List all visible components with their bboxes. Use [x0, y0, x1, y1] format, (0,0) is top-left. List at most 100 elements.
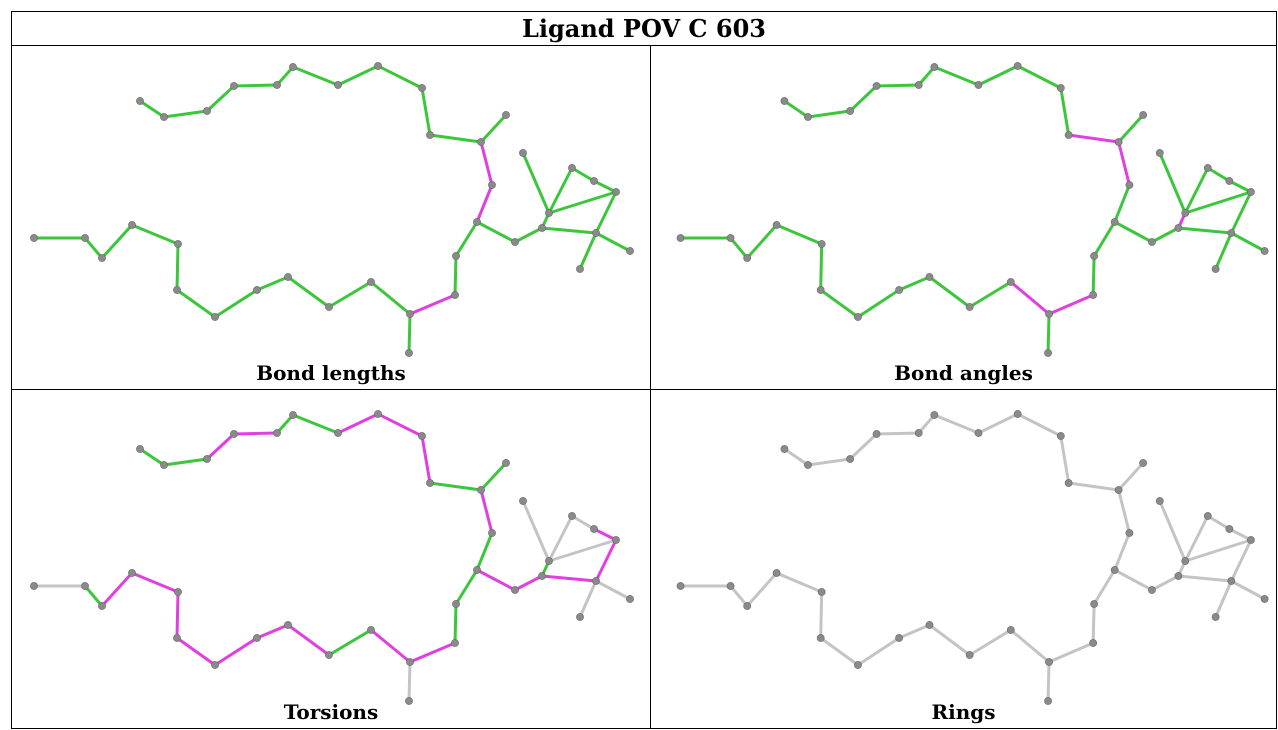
atom: [726, 234, 735, 242]
bond: [408, 293, 457, 316]
bond: [255, 275, 290, 292]
bond: [162, 109, 209, 119]
atom: [1125, 181, 1134, 189]
bond: [475, 531, 494, 572]
atom: [1045, 310, 1053, 318]
atom: [374, 410, 382, 418]
bond: [521, 151, 551, 215]
bond: [138, 99, 166, 119]
atom: [173, 286, 181, 294]
atom: [406, 658, 414, 666]
caption-rings: Rings: [931, 700, 996, 724]
atom: [1148, 586, 1156, 594]
atom: [519, 497, 527, 505]
bond: [291, 65, 340, 87]
bond: [1091, 254, 1096, 297]
atom: [1225, 177, 1234, 185]
atom: [211, 661, 219, 669]
bond: [1047, 641, 1095, 664]
atom: [1181, 209, 1190, 217]
atom: [576, 613, 584, 621]
atom: [1174, 224, 1183, 232]
bond: [594, 231, 632, 253]
atom: [1139, 459, 1148, 467]
bond: [547, 514, 574, 563]
atom: [405, 349, 413, 357]
bond: [100, 223, 134, 260]
bond: [1117, 461, 1145, 492]
atom: [592, 577, 600, 585]
atom: [1125, 529, 1134, 537]
bond: [336, 412, 380, 435]
atom: [284, 273, 292, 281]
atom: [872, 82, 881, 90]
atom: [452, 252, 460, 260]
bond: [875, 83, 921, 88]
atom: [273, 81, 281, 89]
atom: [1155, 497, 1164, 505]
bond: [428, 133, 483, 144]
atom: [374, 62, 382, 70]
bond: [1150, 574, 1180, 592]
bond: [782, 99, 810, 119]
atom: [1056, 84, 1065, 92]
atom: [406, 310, 414, 318]
molecule-torsions: [30, 410, 634, 705]
atom: [1247, 188, 1255, 196]
atom: [1203, 512, 1212, 520]
bond: [1067, 481, 1121, 492]
atom: [804, 113, 812, 121]
atom: [136, 97, 144, 105]
atom: [726, 582, 735, 590]
bond: [1229, 231, 1267, 253]
bond: [1092, 568, 1117, 606]
atom: [253, 634, 261, 642]
atom: [452, 600, 460, 608]
atom: [98, 602, 106, 610]
atom: [568, 164, 576, 172]
atom: [576, 265, 584, 273]
atom: [488, 529, 496, 537]
atom: [128, 569, 136, 577]
atom: [772, 569, 781, 577]
bond: [819, 590, 824, 640]
atom: [451, 291, 459, 299]
bond: [275, 413, 295, 435]
bond: [775, 571, 824, 594]
caption-bond-angles: Bond angles: [894, 361, 1033, 385]
atom: [816, 634, 825, 642]
atom: [1013, 410, 1022, 418]
bond: [83, 236, 104, 260]
atom: [612, 188, 620, 196]
atom: [854, 313, 862, 321]
bond: [547, 166, 574, 215]
bond: [594, 190, 618, 235]
bond: [1158, 499, 1187, 563]
panel-bond-lengths: Bond lengths: [11, 45, 651, 390]
bond: [1046, 660, 1051, 703]
atom: [451, 639, 459, 647]
atom: [780, 445, 789, 453]
atom: [203, 455, 211, 463]
bond: [420, 86, 432, 137]
bond: [479, 488, 494, 535]
bond: [100, 571, 134, 608]
bond: [138, 447, 166, 467]
bond: [1176, 574, 1233, 583]
atom: [914, 81, 923, 89]
atom: [1211, 265, 1220, 273]
bond: [175, 636, 217, 667]
atom: [1247, 536, 1255, 544]
atom: [1110, 218, 1119, 226]
panel-rings: Rings: [650, 389, 1277, 729]
bond: [976, 412, 1020, 435]
atom: [519, 149, 527, 157]
bond: [327, 628, 373, 657]
bond: [130, 571, 180, 594]
atom: [676, 582, 685, 590]
atom: [816, 286, 825, 294]
atom: [538, 572, 546, 580]
atom: [780, 97, 789, 105]
bond: [130, 223, 180, 246]
atom: [965, 651, 974, 659]
